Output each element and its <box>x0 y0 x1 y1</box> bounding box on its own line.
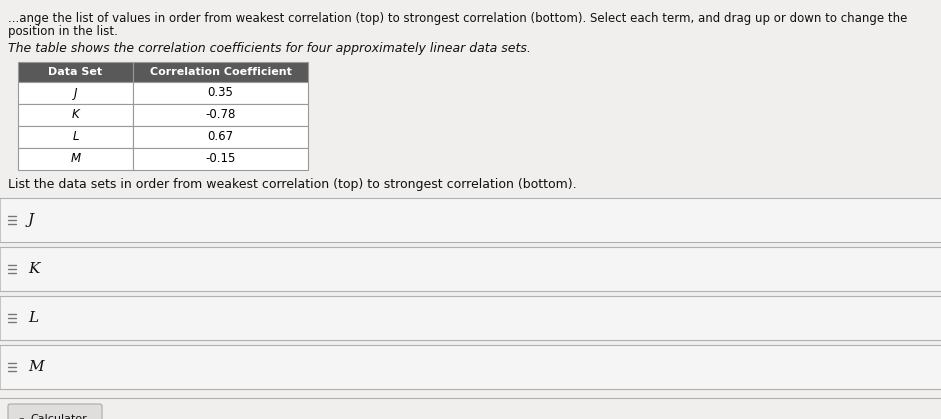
Bar <box>18 148 133 170</box>
Text: M: M <box>71 153 81 166</box>
Text: ...ange the list of values in order from weakest correlation (top) to strongest : ...ange the list of values in order from… <box>8 12 907 25</box>
Text: The table shows the correlation coefficients for four approximately linear data : The table shows the correlation coeffici… <box>8 42 531 55</box>
Bar <box>0 247 941 291</box>
Bar <box>133 62 308 82</box>
Text: L: L <box>72 130 79 143</box>
Text: position in the list.: position in the list. <box>8 25 118 38</box>
Bar <box>0 345 941 389</box>
Text: Calculator: Calculator <box>30 414 87 419</box>
FancyBboxPatch shape <box>8 404 102 419</box>
Text: K: K <box>28 262 40 276</box>
Bar <box>0 198 941 242</box>
Text: L: L <box>28 311 39 325</box>
Text: -0.78: -0.78 <box>205 109 235 122</box>
Text: K: K <box>72 109 79 122</box>
Text: J: J <box>28 213 34 227</box>
Bar <box>133 148 308 170</box>
Bar <box>133 126 308 148</box>
Bar <box>18 62 133 82</box>
Text: 0.35: 0.35 <box>208 86 233 99</box>
Text: Data Set: Data Set <box>48 67 103 77</box>
Text: J: J <box>73 86 77 99</box>
Text: -0.15: -0.15 <box>205 153 235 166</box>
Bar <box>133 82 308 104</box>
Bar <box>133 104 308 126</box>
Bar <box>0 296 941 340</box>
Text: ▪: ▪ <box>18 414 24 419</box>
Text: Correlation Coefficient: Correlation Coefficient <box>150 67 292 77</box>
Text: List the data sets in order from weakest correlation (top) to strongest correlat: List the data sets in order from weakest… <box>8 178 577 191</box>
Text: M: M <box>28 360 43 374</box>
Text: 0.67: 0.67 <box>207 130 233 143</box>
Bar <box>18 126 133 148</box>
Bar <box>18 104 133 126</box>
Bar <box>18 82 133 104</box>
